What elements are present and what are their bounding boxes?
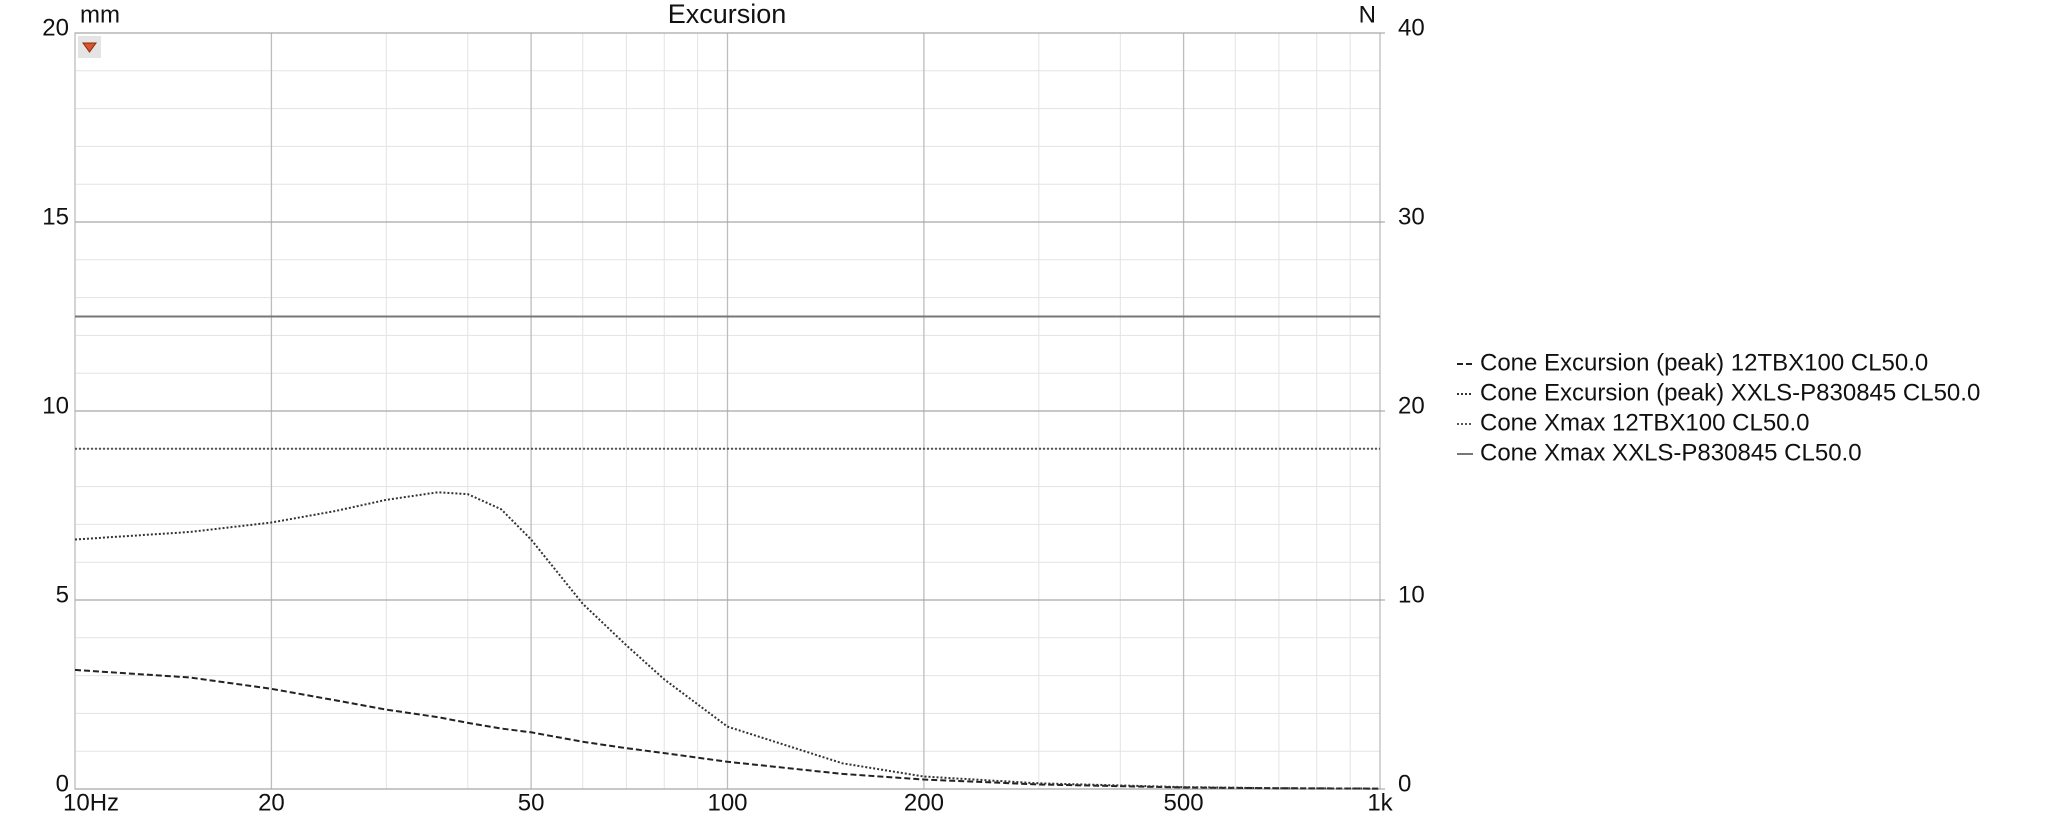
y2-axis-unit: N xyxy=(1359,1,1376,28)
x-tick-label: 50 xyxy=(518,789,545,815)
y2-tick-label: 30 xyxy=(1398,203,1425,230)
y-tick-label: 0 xyxy=(56,770,69,797)
y2-tick-label: 20 xyxy=(1398,392,1425,419)
legend-label: Cone Excursion (peak) 12TBX100 CL50.0 xyxy=(1480,349,1928,376)
legend-label: Cone Xmax XXLS-P830845 CL50.0 xyxy=(1480,439,1862,466)
y-tick-label: 5 xyxy=(56,581,69,608)
y2-tick-label: 10 xyxy=(1398,581,1425,608)
chart-title: Excursion xyxy=(668,0,787,29)
x-tick-label: 200 xyxy=(904,789,944,815)
y-axis-unit: mm xyxy=(80,1,120,28)
y2-tick-label: 0 xyxy=(1398,770,1411,797)
menu-icon[interactable] xyxy=(78,36,101,58)
x-tick-label: 100 xyxy=(707,789,747,815)
y-tick-label: 20 xyxy=(42,14,69,41)
x-tick-label: 500 xyxy=(1164,789,1204,815)
y-tick-label: 10 xyxy=(42,392,69,419)
grid xyxy=(74,32,1381,790)
x-tick-label: 10Hz xyxy=(63,789,119,815)
y-tick-label: 15 xyxy=(42,203,69,230)
series-line xyxy=(74,668,1381,790)
x-tick-label: 20 xyxy=(258,789,285,815)
x-tick-label: 1k xyxy=(1367,789,1393,815)
legend-label: Cone Excursion (peak) XXLS-P830845 CL50.… xyxy=(1480,379,1980,406)
y2-tick-label: 40 xyxy=(1398,14,1425,41)
legend-label: Cone Xmax 12TBX100 CL50.0 xyxy=(1480,409,1810,436)
series-line xyxy=(74,491,1381,790)
icon-glyph[interactable] xyxy=(82,42,97,53)
